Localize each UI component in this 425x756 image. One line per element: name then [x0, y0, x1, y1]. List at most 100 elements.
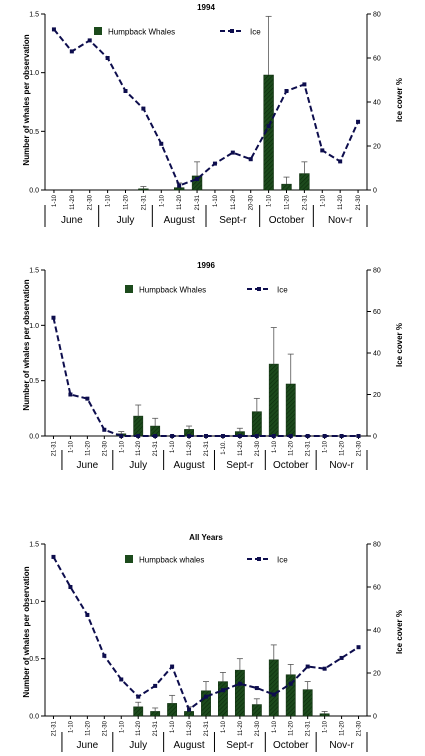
ice-point: [305, 664, 310, 669]
month-label: June: [61, 215, 83, 226]
y2-tick-label: 60: [373, 585, 381, 592]
ice-point: [68, 392, 73, 397]
y-axis-label: Number of whales per observation: [22, 279, 31, 410]
x-tick-label: 11-20: [70, 194, 76, 210]
legend-line-label: Ice: [277, 286, 288, 295]
ice-point: [69, 49, 74, 54]
legend: Humpback Whales Ice: [94, 27, 261, 37]
month-label: July: [117, 215, 135, 226]
ice-line: [53, 28, 359, 187]
x-tick-label: 1-10: [170, 440, 176, 453]
x-tick-label: 21-31: [51, 720, 57, 736]
x-tick-label: 21-31: [204, 440, 210, 456]
bar: [173, 187, 185, 191]
ice-point: [195, 177, 200, 181]
y2-tick-label: 40: [373, 628, 381, 635]
legend-bar-label: Humpback whales: [139, 556, 204, 565]
y-tick-label: 1.5: [29, 268, 39, 275]
ice-point: [266, 124, 271, 129]
ice-point: [187, 434, 192, 438]
y-axis-label: Number of whales per observation: [22, 566, 31, 697]
ice-point: [220, 434, 225, 438]
bar: [133, 706, 144, 717]
month-label: Nov-r: [328, 215, 353, 226]
chart-panel-1: 1994 0.0 0.5 1.0 1.5 0 20 40 60 80 Number of whale…: [22, 3, 404, 227]
x-tick-label: 1-10: [221, 720, 227, 733]
y-axis-label: Number of whales per observation: [22, 34, 31, 165]
x-tick-label: 1-10: [323, 440, 329, 453]
x-tick-label: 11-20: [136, 720, 142, 736]
ice-point: [356, 434, 361, 438]
x-tick-label: 1-10: [159, 194, 165, 207]
y-tick-label: 0.0: [29, 714, 39, 721]
month-label: Nov-r: [329, 740, 354, 751]
ice-point: [123, 89, 128, 93]
y2-tick-label: 20: [373, 671, 381, 678]
ice-point: [339, 655, 344, 660]
bar: [302, 689, 313, 717]
x-tick-label: 1-10: [68, 440, 74, 453]
ice-point: [230, 150, 235, 155]
ice-point: [102, 653, 107, 658]
ice-point: [136, 694, 141, 699]
month-label: Sept-r: [219, 215, 247, 226]
month-label: Nov-r: [329, 460, 354, 471]
ice-point: [170, 664, 175, 669]
y-tick-label: 1.0: [29, 323, 39, 330]
chart-panel-2: 1996 0.0 0.5 1.0 1.5 0 20 40 60 80 Number of whale…: [22, 261, 404, 471]
ice-point: [204, 694, 208, 699]
x-tick-label: 11-20: [177, 194, 183, 210]
y2-axis-label: Ice cover %: [395, 78, 404, 122]
x-tick-label: 21-31: [306, 440, 312, 456]
ice-point: [187, 707, 192, 712]
ice-point: [51, 315, 56, 320]
x-tick-label: 21-30: [102, 440, 108, 456]
legend: Humpback whales Ice: [125, 555, 288, 565]
ice-point: [339, 434, 344, 438]
x-tick-label: 1-10: [320, 194, 326, 207]
x-tick-label: 11-20: [187, 720, 193, 736]
x-tick-label: 1-10: [272, 440, 278, 453]
y-tick-label: 1.5: [29, 12, 39, 19]
ice-point: [119, 677, 124, 682]
ice-point: [220, 688, 225, 693]
x-tick-label: 1-10: [52, 194, 58, 207]
ice-point: [68, 585, 73, 589]
x-tick-label: 11-20: [187, 440, 193, 456]
bar: [150, 711, 161, 717]
ice-point: [305, 434, 310, 438]
legend-line-marker: [257, 287, 261, 291]
ice-point: [119, 434, 124, 438]
ice-point: [271, 692, 276, 697]
bar: [268, 363, 279, 437]
y2-tick-label: 0: [373, 714, 377, 721]
ice-point: [136, 434, 141, 438]
y2-tick-label: 80: [373, 268, 381, 275]
x-tick-label: 1-10: [272, 720, 278, 733]
ice-point: [212, 161, 217, 166]
x-tick-label: 21-31: [302, 194, 308, 210]
x-tick-label: 1-10: [323, 720, 329, 733]
ice-point: [322, 434, 327, 438]
month-label: Sept-r: [226, 740, 254, 751]
month-label: August: [164, 215, 195, 226]
y2-tick-label: 80: [373, 542, 381, 549]
x-tick-label: 1-10: [106, 194, 112, 207]
x-tick-label: 11-20: [289, 440, 295, 456]
bar: [167, 703, 178, 717]
y-tick-label: 0.5: [29, 129, 39, 136]
month-label: July: [129, 740, 147, 751]
month-label: June: [77, 460, 99, 471]
month-label: June: [77, 740, 99, 751]
y2-tick-label: 40: [373, 100, 381, 107]
y-tick-label: 0.5: [29, 378, 39, 385]
bar: [268, 659, 279, 717]
ice-point: [141, 106, 146, 111]
x-tick-label: 11-20: [285, 194, 291, 210]
bar: [234, 669, 245, 717]
x-tick-label: 1-10: [119, 720, 125, 733]
month-label: October: [273, 740, 309, 751]
ice-point: [102, 427, 107, 432]
legend-line-label: Ice: [250, 28, 261, 37]
ice-point: [271, 434, 276, 438]
